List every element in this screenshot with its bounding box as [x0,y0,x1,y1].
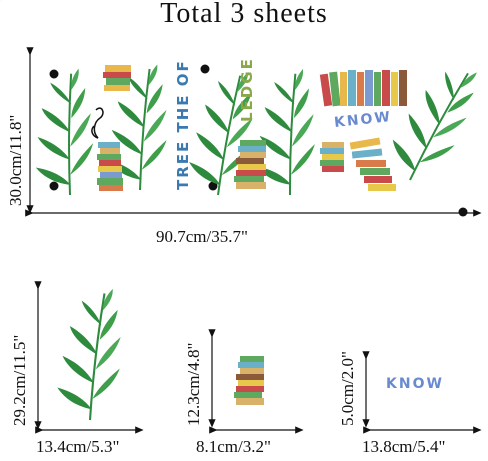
book-stack-left-know [320,142,344,172]
tree-the-of-text: TREE THE OF [174,59,192,190]
know-text-small: KNOW [386,376,444,392]
black-dot [200,64,210,74]
books-height-label: 12.3cm/4.8" [184,342,203,426]
ledge-text: LEDGE [238,57,256,122]
book-stack-center [234,140,266,189]
know-width-label: 13.8cm/5.4" [362,437,446,456]
main-height-label: 30.0cm/11.8" [6,114,25,206]
hook-icon [91,107,104,139]
book-stack-right [349,137,396,191]
leaf-branch [52,287,125,423]
black-dot [49,181,59,191]
page-title: Total 3 sheets [160,0,328,29]
black-dot [208,181,218,191]
book-stack-small [103,65,131,91]
books-width-label: 8.1cm/3.2" [196,437,271,456]
know-height-label: 5.0cm/2.0" [338,351,357,426]
book-row-shelf [319,70,407,107]
main-width-label: 90.7cm/35.7" [156,227,248,246]
leaf-width-label: 13.4cm/5.3" [36,437,120,456]
book-stack-single [234,356,264,405]
leaf-height-label: 29.2cm/11.5" [10,334,29,426]
black-dot [458,207,468,217]
book-stack-tall [97,142,123,191]
leaf-branch [22,66,103,201]
black-dot [49,69,59,79]
